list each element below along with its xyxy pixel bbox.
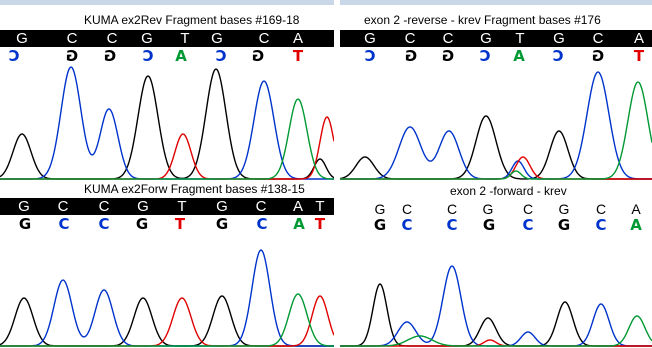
sequence-base: T (180, 30, 190, 47)
base-call: G (404, 47, 418, 65)
sequence-base: A (292, 30, 303, 47)
base-call: C (446, 216, 458, 234)
base-call: C (8, 47, 20, 65)
base-call: G (557, 216, 571, 234)
base-call: A (630, 216, 642, 234)
sequence-base: G (553, 30, 565, 47)
base-call: G (482, 216, 496, 234)
base-call: C (522, 216, 534, 234)
trace-c (340, 71, 652, 180)
sequence-base: A (633, 30, 644, 47)
sequence-base: C (255, 198, 267, 215)
sequence-base: A (292, 198, 303, 215)
trace-a (340, 81, 652, 180)
trace-a (340, 315, 652, 347)
sequence-base: C (258, 30, 270, 47)
sequence-base: G (18, 198, 30, 215)
chromatogram-trace (0, 66, 334, 180)
sequence-base: G (558, 201, 570, 217)
chromatogram-trace (0, 249, 334, 347)
base-call: G (251, 47, 265, 65)
base-call: A (293, 215, 305, 233)
trace-g (340, 283, 652, 347)
sequence-base: G (137, 198, 149, 215)
base-call: G (441, 47, 455, 65)
sequence-base: G (141, 30, 153, 47)
trace-g (0, 68, 334, 180)
base-call: T (314, 215, 326, 233)
sequence-base: G (216, 198, 228, 215)
base-call: C (58, 215, 70, 233)
sequence-base: C (57, 198, 69, 215)
sequence-base: G (374, 201, 386, 217)
chromatogram-trace (340, 71, 652, 180)
base-call: C (479, 47, 491, 65)
base-call: G (215, 215, 229, 233)
base-call: T (174, 215, 186, 233)
trace-a (0, 293, 334, 347)
panel-header-bar (340, 0, 652, 5)
base-call: C (552, 47, 564, 65)
base-call: C (595, 216, 607, 234)
sequence-base: C (401, 201, 413, 217)
base-call: A (175, 47, 187, 65)
base-call: G (135, 215, 149, 233)
base-call: C (401, 216, 413, 234)
sequence-base: C (98, 198, 110, 215)
sequence-base: G (480, 30, 492, 47)
sequence-base: C (592, 30, 604, 47)
panel-header-bar (0, 0, 334, 5)
base-call: C (215, 47, 227, 65)
sequence-base: C (595, 201, 607, 217)
trace-t (0, 116, 334, 180)
chromatogram-trace (340, 265, 652, 347)
sequence-base: A (631, 201, 641, 217)
base-call: C (98, 215, 110, 233)
base-call: G (18, 215, 32, 233)
sequence-base: T (315, 198, 325, 215)
sequence-base: G (482, 201, 494, 217)
sequence-base: G (364, 30, 376, 47)
base-call: G (65, 47, 79, 65)
sequence-base: C (404, 30, 416, 47)
sequence-base: T (515, 30, 525, 47)
base-call: C (142, 47, 154, 65)
sequence-base: C (66, 30, 78, 47)
sequence-base: T (177, 198, 187, 215)
base-call: G (591, 47, 605, 65)
sequence-base: C (522, 201, 534, 217)
sequence-base: G (211, 30, 223, 47)
base-call: T (292, 47, 304, 65)
sequence-base: C (446, 201, 458, 217)
sequence-base: C (442, 30, 454, 47)
base-call: G (373, 216, 387, 234)
trace-g (340, 115, 652, 180)
sequence-base: G (16, 30, 28, 47)
base-call: A (513, 47, 525, 65)
base-call: T (633, 47, 645, 65)
panel-title: KUMA ex2Forw Fragment bases #138-15 (84, 182, 305, 196)
panel-title: exon 2 -reverse - krev Fragment bases #1… (364, 13, 601, 27)
base-call: C (256, 215, 268, 233)
trace-t (340, 156, 652, 180)
base-call: C (364, 47, 376, 65)
panel-title: KUMA ex2Rev Fragment bases #169-18 (84, 13, 300, 27)
chromatogram-panel-top-right: exon 2 -reverse - krev Fragment bases #1… (340, 0, 652, 183)
sequence-base: C (106, 30, 118, 47)
base-call: G (103, 47, 117, 65)
trace-a (0, 98, 334, 180)
panel-title: exon 2 -forward - krev (450, 184, 567, 198)
